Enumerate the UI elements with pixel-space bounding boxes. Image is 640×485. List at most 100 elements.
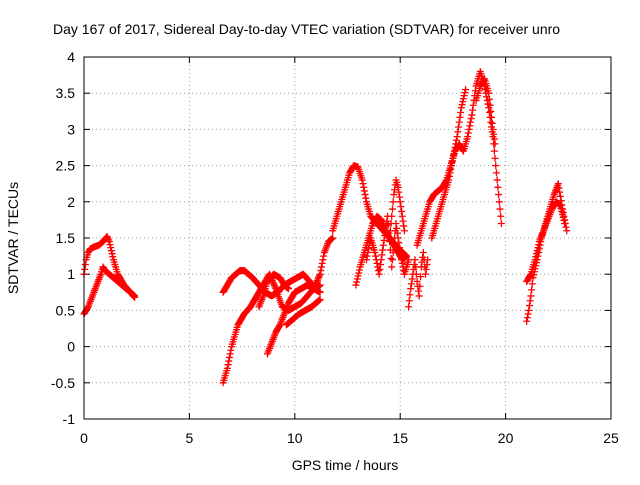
- data-point: [492, 169, 500, 177]
- data-point: [224, 361, 232, 369]
- data-point: [398, 256, 406, 264]
- data-point: [464, 133, 472, 141]
- data-point: [523, 317, 531, 325]
- data-point: [485, 95, 493, 103]
- data-point: [411, 256, 419, 264]
- data-point: [535, 241, 543, 249]
- data-point: [400, 227, 408, 235]
- data-point: [494, 183, 502, 191]
- data-point: [372, 252, 380, 260]
- y-tick-label: 3: [67, 121, 75, 137]
- data-point: [497, 220, 505, 228]
- data-point: [371, 248, 379, 256]
- grid-lines: [84, 57, 611, 419]
- data-point: [459, 98, 467, 106]
- data-point: [532, 253, 540, 261]
- data-point: [458, 101, 466, 109]
- data-point: [525, 302, 533, 310]
- data-point: [446, 169, 454, 177]
- data-point: [399, 217, 407, 225]
- data-point: [559, 210, 567, 218]
- series-arc-e: [255, 270, 292, 311]
- data-point: [381, 232, 389, 240]
- data-point: [398, 259, 406, 267]
- data-point: [558, 207, 566, 215]
- data-point: [395, 188, 403, 196]
- data-point: [225, 353, 233, 361]
- data-point: [374, 267, 382, 275]
- data-point: [486, 101, 494, 109]
- data-point: [525, 306, 533, 314]
- data-point: [491, 140, 499, 148]
- data-point: [320, 252, 328, 260]
- x-tick-label: 10: [287, 430, 303, 446]
- series-arc-d: [219, 234, 337, 387]
- data-point: [523, 314, 531, 322]
- data-points: [80, 67, 571, 387]
- data-point: [419, 248, 427, 256]
- data-point: [386, 234, 394, 242]
- data-point: [487, 118, 495, 126]
- data-point: [405, 303, 413, 311]
- data-point: [364, 248, 372, 256]
- data-point: [131, 292, 139, 300]
- data-point: [359, 180, 367, 188]
- series-arc-r: [523, 198, 569, 285]
- data-point: [485, 109, 493, 117]
- data-point: [388, 256, 396, 264]
- data-point: [468, 111, 476, 119]
- data-point: [105, 238, 113, 246]
- data-point: [106, 241, 114, 249]
- data-point: [380, 236, 388, 244]
- data-point: [462, 86, 470, 94]
- data-point: [379, 241, 387, 249]
- data-point: [319, 256, 327, 264]
- data-point: [495, 198, 503, 206]
- data-point: [454, 128, 462, 136]
- data-point: [496, 205, 504, 213]
- data-point: [313, 278, 321, 286]
- data-point: [389, 198, 397, 206]
- data-point: [284, 285, 292, 293]
- data-point: [355, 266, 363, 274]
- data-point: [489, 125, 497, 133]
- data-point: [358, 176, 366, 184]
- data-point: [492, 162, 500, 170]
- axis-ticks: [83, 56, 612, 420]
- data-point: [84, 304, 92, 312]
- data-point: [556, 188, 564, 196]
- y-tick-label: 2: [67, 194, 75, 210]
- x-axis-label: GPS time / hours: [292, 457, 399, 473]
- data-point: [490, 135, 498, 143]
- data-point: [363, 252, 371, 260]
- data-point: [378, 251, 386, 259]
- data-point: [424, 256, 432, 264]
- data-point: [466, 122, 474, 130]
- y-tick-label: -1: [63, 411, 76, 427]
- data-point: [387, 220, 395, 228]
- data-point: [524, 310, 532, 318]
- data-point: [412, 270, 420, 278]
- data-point: [314, 275, 322, 283]
- data-point: [352, 281, 360, 289]
- y-tick-label: 0: [67, 339, 75, 355]
- data-point: [108, 250, 116, 258]
- data-point: [461, 89, 469, 97]
- data-point: [526, 271, 534, 279]
- data-point: [533, 250, 541, 258]
- data-point: [353, 275, 361, 283]
- data-point: [393, 224, 401, 232]
- data-point: [445, 172, 453, 180]
- data-point: [375, 270, 383, 278]
- data-point: [559, 213, 567, 221]
- data-point: [455, 118, 463, 126]
- series-arc-l: [405, 248, 432, 311]
- data-point: [329, 234, 337, 242]
- data-point: [316, 288, 324, 296]
- data-point: [376, 265, 384, 273]
- data-point: [361, 191, 369, 199]
- y-tick-label: 1.5: [56, 230, 76, 246]
- data-point: [355, 269, 363, 277]
- data-point: [487, 107, 495, 115]
- data-point: [393, 229, 401, 237]
